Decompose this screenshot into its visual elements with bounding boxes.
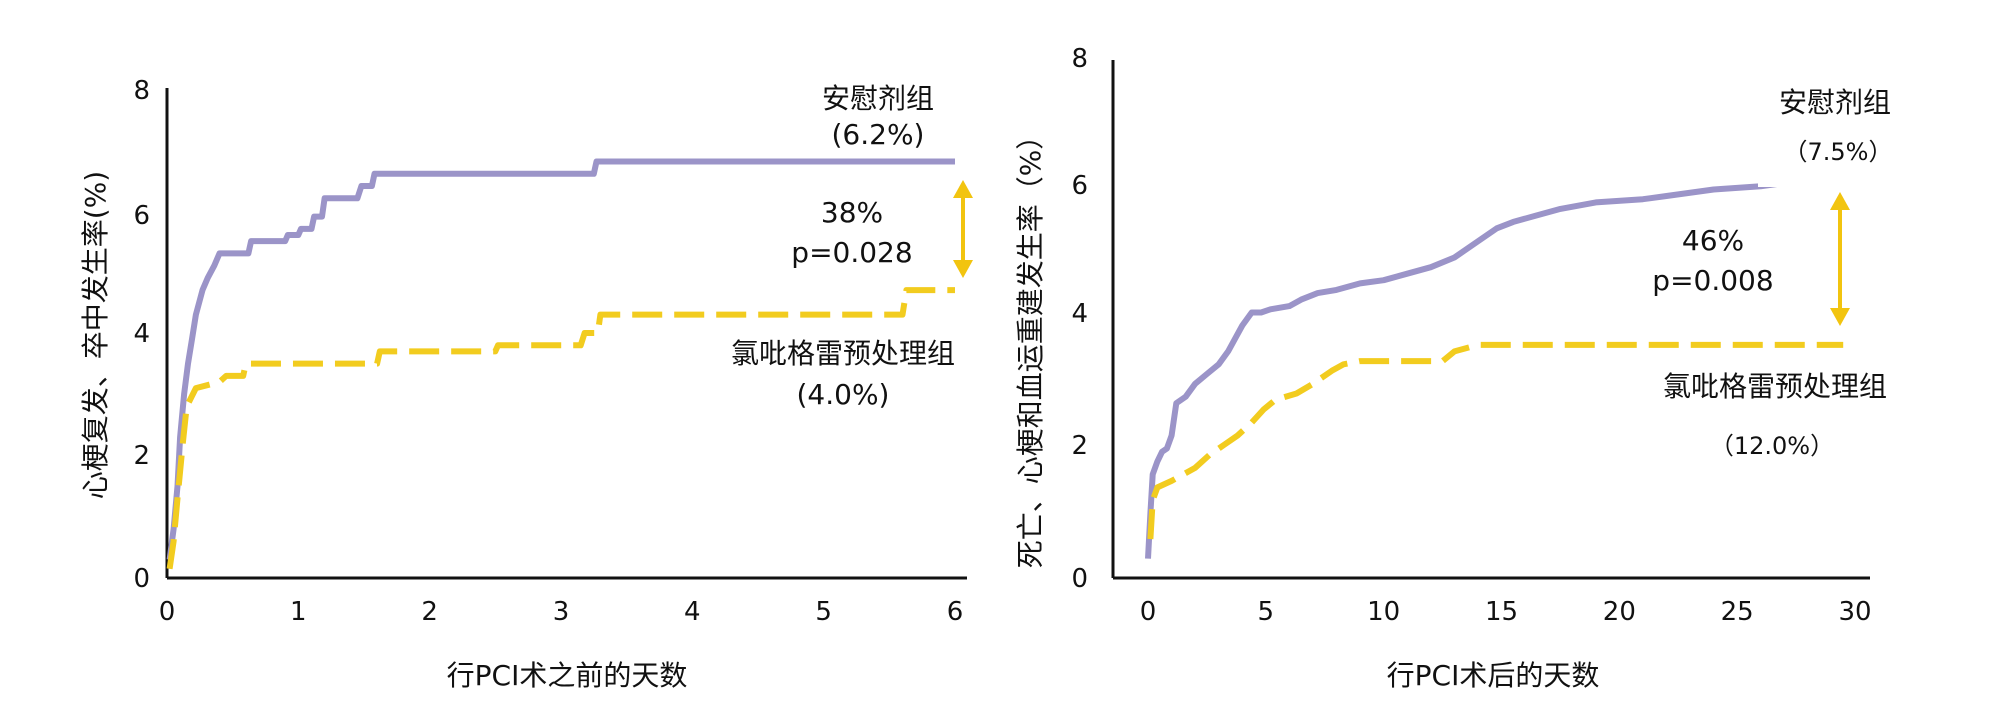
x-tick-label: 6 (947, 597, 964, 627)
arrow-head-up (953, 180, 973, 198)
x-tick-label: 0 (1140, 597, 1157, 627)
x-tick-label: 30 (1838, 597, 1871, 627)
arrow-head-down (953, 260, 973, 278)
series-label-clopidogrel: 氯吡格雷预处理组 (1663, 370, 1887, 403)
x-axis-title: 行PCI术后的天数 (1387, 659, 1600, 692)
x-tick-label: 5 (1258, 597, 1275, 627)
y-axis-title: 心梗复发、卒中发生率(%) (79, 171, 112, 499)
x-tick-label: 0 (159, 597, 176, 627)
p-value-label: p=0.028 (791, 236, 912, 269)
y-tick-label: 6 (1071, 171, 1088, 201)
y-tick-label: 4 (1071, 299, 1088, 329)
y-tick-label: 2 (133, 441, 150, 471)
x-tick-label: 5 (815, 597, 832, 627)
y-tick-label: 6 (133, 201, 150, 231)
y-tick-label: 2 (1071, 431, 1088, 461)
x-tick-label: 10 (1367, 597, 1400, 627)
y-tick-label: 8 (133, 76, 150, 106)
x-axis-title: 行PCI术之前的天数 (447, 659, 688, 692)
y-tick-label: 0 (1071, 564, 1088, 594)
difference-arrow (1830, 192, 1850, 326)
x-tick-label: 3 (553, 597, 570, 627)
reduction-label: 46% (1682, 224, 1744, 257)
x-tick-label: 1 (290, 597, 307, 627)
x-tick-label: 2 (421, 597, 438, 627)
arrow-head-down (1830, 308, 1850, 326)
series-value-clopidogrel: (4.0%) (797, 378, 890, 411)
difference-arrow (953, 180, 973, 278)
p-value-label: p=0.008 (1652, 264, 1773, 297)
label-box (1758, 115, 1954, 187)
series-value-placebo: （7.5%） (1784, 138, 1893, 166)
series-value-placebo: (6.2%) (832, 118, 925, 151)
series-value-clopidogrel: （12.0%） (1710, 432, 1834, 460)
chart-left: 0 2 4 6 8 0 1 2 3 4 5 6 行PCI术之前的天数 心梗复发、卒中发生率(%) 安… (79, 76, 973, 692)
series-line-clopidogrel (1147, 341, 1844, 540)
series-label-placebo: 安慰剂组 (1779, 86, 1891, 119)
series-line-clopidogrel (166, 287, 955, 570)
x-tick-label: 25 (1721, 597, 1754, 627)
label-box (1660, 418, 1860, 476)
chart-right: 0 2 4 6 8 0 5 10 15 20 25 30 行PCI术后的天数 死亡、心梗和血运重建发… (1014, 44, 1954, 692)
series-label-placebo: 安慰剂组 (822, 82, 934, 115)
series-label-clopidogrel: 氯吡格雷预处理组 (731, 337, 955, 370)
series-line-placebo (1145, 180, 1844, 559)
x-tick-label: 20 (1603, 597, 1636, 627)
y-tick-label: 8 (1071, 44, 1088, 74)
x-tick-label: 4 (684, 597, 701, 627)
reduction-label: 38% (821, 196, 883, 229)
y-tick-label: 4 (133, 319, 150, 349)
y-axis-title: 死亡、心梗和血运重建发生率（%） (1014, 122, 1047, 569)
arrow-head-up (1830, 192, 1850, 210)
series-line-placebo (166, 158, 955, 560)
x-tick-label: 15 (1485, 597, 1518, 627)
y-tick-label: 0 (133, 564, 150, 594)
